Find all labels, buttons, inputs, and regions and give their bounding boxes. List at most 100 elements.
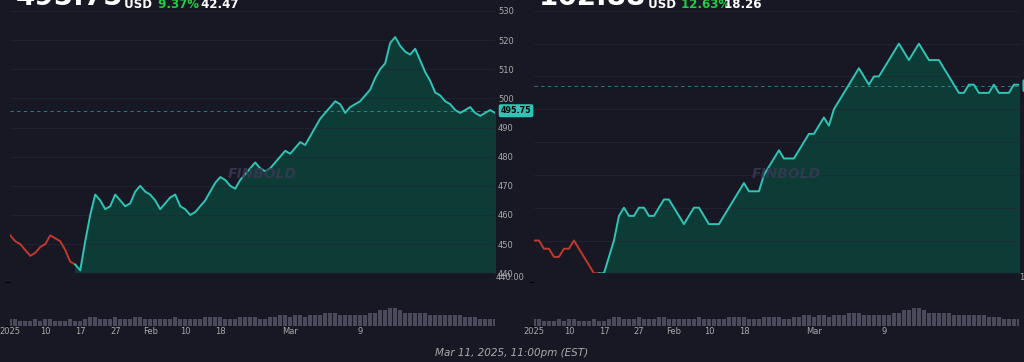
Bar	[877, 315, 881, 326]
Bar	[438, 315, 442, 326]
Bar	[454, 315, 457, 326]
Bar	[657, 317, 660, 326]
Bar	[268, 317, 272, 326]
Bar	[443, 315, 447, 326]
Bar	[562, 321, 566, 326]
Bar	[787, 319, 791, 326]
Bar	[1012, 319, 1016, 326]
Bar	[403, 313, 408, 326]
Bar	[622, 319, 626, 326]
Bar	[34, 319, 37, 326]
Bar	[478, 319, 482, 326]
Bar	[777, 317, 780, 326]
Bar	[69, 319, 72, 326]
Bar	[887, 315, 891, 326]
Text: 12.63%: 12.63%	[677, 0, 730, 11]
Bar	[632, 319, 636, 326]
Bar	[922, 311, 926, 326]
Bar	[93, 317, 97, 326]
Bar	[1007, 319, 1011, 326]
Bar	[972, 315, 976, 326]
Bar	[957, 315, 961, 326]
Bar	[154, 319, 157, 326]
Bar	[932, 313, 936, 326]
Bar	[409, 313, 412, 326]
Bar	[119, 319, 122, 326]
Bar	[532, 319, 536, 326]
Bar	[114, 317, 117, 326]
Bar	[388, 308, 392, 326]
Bar	[597, 321, 601, 326]
Bar	[143, 319, 147, 326]
Bar	[244, 317, 247, 326]
Bar	[537, 319, 541, 326]
Bar	[677, 319, 681, 326]
Bar	[358, 315, 362, 326]
Bar	[228, 319, 232, 326]
Bar	[29, 321, 32, 326]
Bar	[807, 315, 811, 326]
Bar	[223, 319, 227, 326]
Bar	[827, 317, 830, 326]
Bar	[722, 319, 726, 326]
Text: 42.47: 42.47	[197, 0, 239, 11]
Bar	[592, 319, 596, 326]
Bar	[318, 315, 323, 326]
Bar	[329, 313, 332, 326]
Bar	[572, 319, 575, 326]
Bar	[449, 315, 452, 326]
Bar	[173, 317, 177, 326]
Bar	[423, 313, 427, 326]
Bar	[797, 317, 801, 326]
Bar	[812, 317, 816, 326]
Bar	[374, 313, 377, 326]
Bar	[188, 319, 193, 326]
Bar	[907, 311, 910, 326]
Bar	[997, 317, 1000, 326]
Bar	[967, 315, 971, 326]
Bar	[717, 319, 721, 326]
Bar	[199, 319, 202, 326]
Bar	[249, 317, 252, 326]
Bar	[1017, 319, 1021, 326]
Bar	[83, 319, 87, 326]
Bar	[348, 315, 352, 326]
Bar	[128, 319, 132, 326]
Bar	[414, 313, 417, 326]
Bar	[962, 315, 966, 326]
Bar	[48, 319, 52, 326]
Bar	[748, 319, 751, 326]
Text: USD: USD	[120, 0, 152, 11]
Bar	[428, 315, 432, 326]
Bar	[18, 321, 23, 326]
Bar	[947, 313, 950, 326]
Bar	[494, 319, 497, 326]
Bar	[782, 319, 785, 326]
Bar	[712, 319, 716, 326]
Bar	[308, 315, 312, 326]
Bar	[833, 315, 836, 326]
Bar	[737, 317, 740, 326]
Bar	[338, 315, 342, 326]
Bar	[378, 311, 382, 326]
Text: 440.00: 440.00	[496, 273, 524, 282]
Bar	[567, 319, 570, 326]
Text: FINBOLD: FINBOLD	[752, 167, 820, 181]
Bar	[707, 319, 711, 326]
Bar	[862, 315, 865, 326]
Bar	[642, 319, 646, 326]
Bar	[918, 308, 921, 326]
Bar	[468, 317, 472, 326]
Bar	[303, 317, 307, 326]
Bar	[987, 317, 991, 326]
Text: 162.88: 162.88	[539, 0, 646, 11]
Bar	[58, 321, 62, 326]
Bar	[293, 315, 297, 326]
Bar	[109, 319, 112, 326]
Bar	[208, 317, 212, 326]
Bar	[194, 319, 197, 326]
Bar	[697, 317, 700, 326]
Bar	[473, 317, 477, 326]
Bar	[8, 319, 12, 326]
Bar	[334, 313, 337, 326]
